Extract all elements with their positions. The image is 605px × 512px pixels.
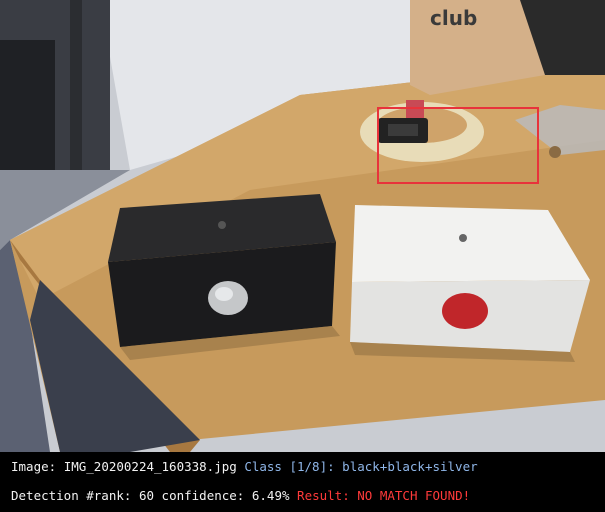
class-value: black+black+silver xyxy=(342,459,478,474)
class-index: [1/8]: xyxy=(289,459,335,474)
box-brand-text: club xyxy=(430,6,477,30)
scene-illustration: club xyxy=(0,0,605,452)
result-label: Result: xyxy=(297,488,350,503)
image-label: Image: xyxy=(11,459,57,474)
white-box-hole xyxy=(459,234,467,242)
black-box-shadow xyxy=(120,326,340,360)
detection-rank-value: 60 xyxy=(138,488,155,503)
furniture-leg xyxy=(70,0,82,170)
info-panel: Image: IMG_20200224_160338.jpg Class [1/… xyxy=(0,452,605,512)
detection-rank-label: Detection #rank: xyxy=(11,488,132,503)
scene-photo: club xyxy=(0,0,605,452)
white-box-top xyxy=(352,205,590,282)
computer-tower xyxy=(0,40,55,180)
image-info-line: Image: IMG_20200224_160338.jpg Class [1/… xyxy=(11,459,478,474)
silver-button-highlight xyxy=(215,287,233,301)
detection-info-line: Detection #rank: 60 confidence: 6.49% Re… xyxy=(11,488,470,503)
dark-box xyxy=(520,0,605,75)
confidence-value: 6.49% xyxy=(251,488,290,503)
red-button xyxy=(442,293,488,329)
result-value: NO MATCH FOUND! xyxy=(357,488,471,503)
class-label: Class xyxy=(244,459,282,474)
coin xyxy=(549,146,561,158)
detection-bounding-box xyxy=(377,107,539,184)
confidence-label: confidence: xyxy=(161,488,245,503)
adapter-label xyxy=(406,100,424,118)
dvi-adapter-port xyxy=(388,124,418,136)
white-box-shadow xyxy=(350,342,575,362)
black-box-hole xyxy=(218,221,226,229)
floor xyxy=(0,170,130,250)
desk-underside xyxy=(30,280,200,452)
cardboard-box xyxy=(410,0,545,95)
floor-shadow xyxy=(0,240,50,452)
image-filename: IMG_20200224_160338.jpg xyxy=(63,459,237,474)
